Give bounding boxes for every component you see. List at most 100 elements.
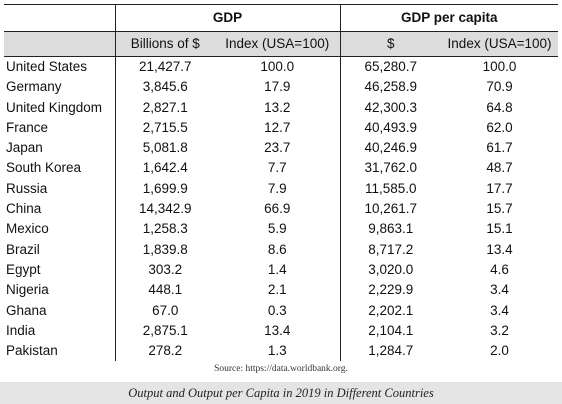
gdp-index-cell: 8.6 xyxy=(215,239,341,260)
country-cell: Germany xyxy=(4,77,116,98)
pc-dollars-cell: 8,717.2 xyxy=(368,241,414,257)
gdp-billions-cell: 1,839.8 xyxy=(142,241,188,257)
pc-dollars-cell: 1,284.7 xyxy=(368,343,414,359)
pc-dollars-cell: 40,246.9 xyxy=(364,140,418,156)
gdp-index-cell: 7.7 xyxy=(215,158,341,179)
country-cell: India xyxy=(4,320,116,342)
pc-dollars-cell: 65,280.7 xyxy=(364,59,418,74)
gdp-billions-cell: 1,642.4 xyxy=(142,160,188,176)
table-row: South Korea 1,642.4 7.7 31,762.0 48.7 xyxy=(4,158,558,179)
gdp-billions-cell: 1,258.3 xyxy=(142,221,188,237)
gdp-billions-cell: 3,845.6 xyxy=(142,79,188,95)
pc-dollars-header: $ xyxy=(340,31,442,57)
pc-dollars-cell: 2,104.1 xyxy=(368,322,414,338)
pc-dollars-cell: 40,493.9 xyxy=(364,119,418,135)
table-row: India 2,875.1 13.4 2,104.1 3.2 xyxy=(4,320,558,342)
gdp-table-container: GDP GDP per capita Billions of $ Index (… xyxy=(4,4,559,362)
pc-dollars-cell: 42,300.3 xyxy=(364,99,418,115)
pc-index-header: Index (USA=100) xyxy=(441,31,559,57)
pc-dollars-cell: 9,863.1 xyxy=(368,221,414,237)
pc-index-cell: 15.1 xyxy=(486,221,513,237)
gdp-billions-cell: 2,715.5 xyxy=(142,119,188,135)
pc-index-cell: 61.7 xyxy=(486,140,513,156)
country-cell: France xyxy=(4,117,116,139)
pc-dollars-cell: 11,585.0 xyxy=(364,180,417,196)
gdp-billions-cell: 14,342.9 xyxy=(138,201,192,217)
pc-index-cell: 2.0 xyxy=(490,343,509,359)
gdp-billions-cell: 21,427.7 xyxy=(138,59,192,74)
pc-dollars-cell: 10,261.7 xyxy=(364,201,418,217)
gdp-index-cell: 13.2 xyxy=(215,97,341,118)
gdp-billions-cell: 278.2 xyxy=(148,343,183,359)
pc-dollars-cell: 46,258.9 xyxy=(364,79,418,95)
table-caption: Output and Output per Capita in 2019 in … xyxy=(128,385,434,400)
pc-dollars-cell: 3,020.0 xyxy=(368,261,414,277)
pc-index-cell: 48.7 xyxy=(486,160,513,176)
gdp-index-cell: 13.4 xyxy=(215,320,341,342)
pc-dollars-cell: 31,762.0 xyxy=(364,160,418,176)
pc-index-cell: 17.7 xyxy=(486,180,513,196)
pc-index-cell: 4.6 xyxy=(490,261,509,277)
pc-index-cell: 15.7 xyxy=(486,201,513,217)
gdp-billions-cell: 1,699.9 xyxy=(142,180,188,196)
gdp-index-cell: 100.0 xyxy=(215,56,341,78)
gdp-index-cell: 23.7 xyxy=(215,138,341,159)
country-cell: Egypt xyxy=(4,259,116,281)
corner-cell xyxy=(4,4,116,32)
gdp-index-cell: 12.7 xyxy=(215,117,341,139)
table-row: Mexico 1,258.3 5.9 9,863.1 15.1 xyxy=(4,219,558,240)
gdp-index-cell: 17.9 xyxy=(215,77,341,98)
gdp-billions-header: Billions of $ xyxy=(115,31,215,57)
pc-dollars-cell: 2,202.1 xyxy=(368,302,414,318)
gdp-index-cell: 2.1 xyxy=(215,280,341,301)
gdp-index-cell: 1.4 xyxy=(215,259,341,281)
gdp-index-cell: 7.9 xyxy=(215,178,341,200)
gdp-table: GDP GDP per capita Billions of $ Index (… xyxy=(4,4,559,362)
country-cell: Nigeria xyxy=(4,280,116,301)
caption-bar: Output and Output per Capita in 2019 in … xyxy=(0,382,562,404)
pc-index-cell: 100.0 xyxy=(482,59,517,74)
country-cell: Mexico xyxy=(4,219,116,240)
gdp-billions-cell: 448.1 xyxy=(148,282,183,298)
table-row: Nigeria 448.1 2.1 2,229.9 3.4 xyxy=(4,280,558,301)
table-row: China 14,342.9 66.9 10,261.7 15.7 xyxy=(4,199,558,220)
gdp-billions-cell: 303.2 xyxy=(148,261,183,277)
gdp-index-cell: 5.9 xyxy=(215,219,341,240)
gdp-group-header: GDP xyxy=(115,4,341,32)
country-cell: China xyxy=(4,199,116,220)
gdp-billions-cell: 2,827.1 xyxy=(142,99,188,115)
table-row: Pakistan 278.2 1.3 1,284.7 2.0 xyxy=(4,341,558,362)
gdp-per-capita-group-header: GDP per capita xyxy=(340,4,559,32)
table-body: United States 21,427.7 100.0 65,280.7 100.0 G… xyxy=(4,56,558,362)
country-cell: Ghana xyxy=(4,300,116,321)
pc-index-cell: 70.9 xyxy=(486,79,513,95)
gdp-billions-cell: 2,875.1 xyxy=(142,322,188,338)
group-header-row: GDP GDP per capita xyxy=(4,4,559,32)
country-cell: Japan xyxy=(4,138,116,159)
table-row: Russia 1,699.9 7.9 11,585.0 17.7 xyxy=(4,178,558,200)
gdp-index-cell: 0.3 xyxy=(215,300,341,321)
gdp-billions-cell: 5,081.8 xyxy=(142,140,188,156)
country-header-cell xyxy=(4,31,116,57)
country-cell: United States xyxy=(4,56,116,78)
table-row: Brazil 1,839.8 8.6 8,717.2 13.4 xyxy=(4,239,558,260)
pc-dollars-cell: 2,229.9 xyxy=(368,282,414,298)
gdp-index-cell: 1.3 xyxy=(215,341,341,362)
table-row: Egypt 303.2 1.4 3,020.0 4.6 xyxy=(4,259,558,281)
gdp-index-header: Index (USA=100) xyxy=(215,31,341,57)
pc-index-cell: 64.8 xyxy=(486,99,513,115)
table-row: Japan 5,081.8 23.7 40,246.9 61.7 xyxy=(4,138,558,159)
pc-index-cell: 3.4 xyxy=(490,282,509,298)
source-note: Source: https://data.worldbank.org. xyxy=(214,364,348,374)
table-row: France 2,715.5 12.7 40,493.9 62.0 xyxy=(4,117,558,139)
table-row: United States 21,427.7 100.0 65,280.7 100.0 xyxy=(4,56,558,78)
gdp-index-cell: 66.9 xyxy=(215,199,341,220)
pc-index-cell: 13.4 xyxy=(486,241,513,257)
unit-header-row: Billions of $ Index (USA=100) $ Index (U… xyxy=(4,31,559,57)
country-cell: South Korea xyxy=(4,158,116,179)
table-row: Ghana 67.0 0.3 2,202.1 3.4 xyxy=(4,300,558,321)
pc-index-cell: 3.2 xyxy=(490,322,509,338)
pc-index-cell: 62.0 xyxy=(486,119,513,135)
country-cell: Brazil xyxy=(4,239,116,260)
table-row: Germany 3,845.6 17.9 46,258.9 70.9 xyxy=(4,77,558,98)
